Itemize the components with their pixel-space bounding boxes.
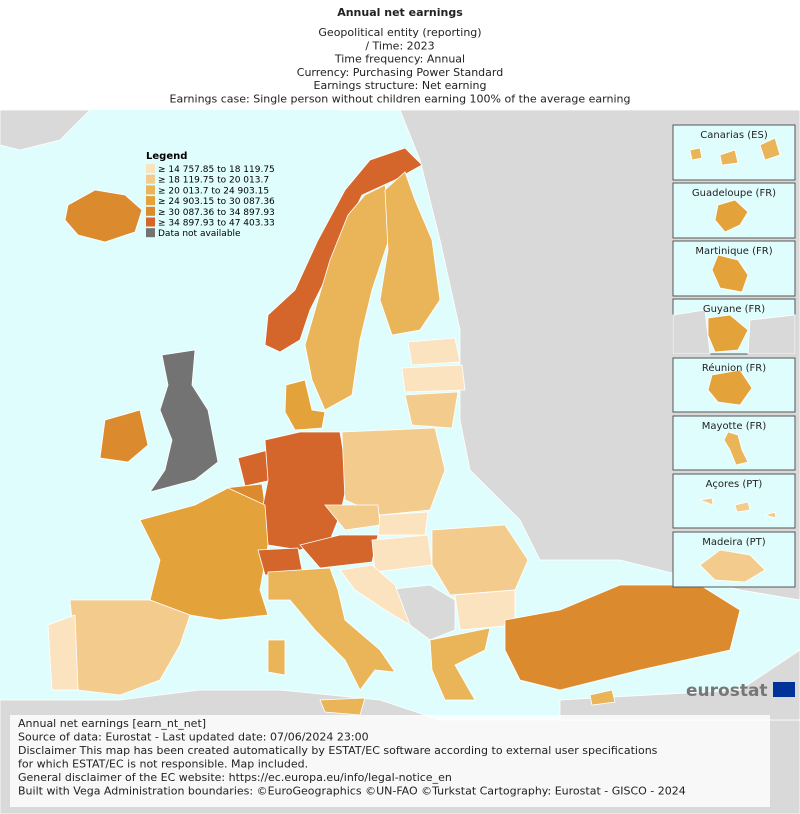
inset-shape <box>711 254 749 293</box>
legend-swatch <box>146 206 155 216</box>
inset-label: Réunion (FR) <box>702 362 766 374</box>
inset-label: Canarias (ES) <box>700 130 768 141</box>
legend-label: ≥ 14 757.85 to 18 119.75 <box>158 165 275 175</box>
footer-line: Disclaimer This map has been created aut… <box>18 744 658 757</box>
inset-shape <box>723 431 749 466</box>
slovakia <box>377 511 429 536</box>
footer-line: Source of data: Eurostat - Last updated … <box>18 731 369 744</box>
legend-swatch <box>146 164 155 173</box>
france <box>139 487 269 621</box>
logo: eurostat <box>686 681 768 701</box>
subtitle-line: Earnings structure: Net earning <box>314 79 487 92</box>
legend: Legend ≥ 14 757.85 to 18 119.75≥ 18 119.7… <box>146 151 275 239</box>
land-greenland <box>0 109 91 151</box>
norway <box>264 147 423 353</box>
estonia <box>407 337 461 366</box>
turkey <box>504 584 741 691</box>
legend-label: Data not available <box>158 229 241 239</box>
inset-label: Guyane (FR) <box>703 304 765 315</box>
hungary <box>371 534 433 573</box>
portugal <box>47 614 79 691</box>
subtitle-line: Earnings case: Single person without chi… <box>170 93 631 106</box>
ireland <box>99 409 149 463</box>
legend-label: ≥ 34 897.93 to 47 403.33 <box>158 219 275 229</box>
subtitle-line: Time frequency: Annual <box>334 53 465 66</box>
inset-shape <box>707 369 753 406</box>
footer-line: Built with Vega Administration boundarie… <box>18 785 686 798</box>
legend-label: ≥ 20 013.7 to 24 903.15 <box>158 186 269 196</box>
inset-label: Açores (PT) <box>706 479 763 490</box>
inset-shape <box>699 549 766 583</box>
legend-swatch <box>146 174 155 184</box>
legend-label: ≥ 24 903.15 to 30 087.36 <box>158 197 275 207</box>
legend-label: ≥ 30 087.36 to 34 897.93 <box>158 208 275 218</box>
inset-label: Mayotte (FR) <box>702 421 767 432</box>
inset-shape <box>714 199 749 233</box>
inset-shape <box>689 137 781 166</box>
header-bg <box>0 0 800 110</box>
subtitle-line: Geopolitical entity (reporting) <box>318 26 481 39</box>
legend-swatch <box>146 217 155 227</box>
logo-flag <box>773 682 795 697</box>
footer-line: General disclaimer of the EC website: ht… <box>18 771 452 784</box>
slovenia-croatia <box>339 564 411 626</box>
cyprus <box>589 689 616 706</box>
legend-title: Legend <box>146 151 187 162</box>
subtitle-line: Currency: Purchasing Power Standard <box>297 66 503 79</box>
lithuania <box>404 391 459 429</box>
inset-shape <box>672 309 796 355</box>
greece <box>429 627 491 701</box>
legend-swatch <box>146 196 155 206</box>
legend-swatch <box>146 185 155 195</box>
latvia <box>401 364 466 393</box>
inset-label: Guadeloupe (FR) <box>692 188 776 199</box>
denmark <box>284 379 326 431</box>
title: Annual net earnings <box>337 6 463 19</box>
inset-label: Madeira (PT) <box>702 537 765 548</box>
inset-shape <box>698 497 777 519</box>
iceland <box>64 189 143 243</box>
subtitle-line: / Time: 2023 <box>365 39 434 52</box>
insets <box>672 124 796 588</box>
inset-frame <box>672 473 796 529</box>
inset-shape <box>707 314 749 353</box>
united-kingdom <box>149 349 219 493</box>
finland <box>379 171 441 336</box>
legend-label: ≥ 18 119.75 to 20 013.7 <box>158 176 269 186</box>
poland <box>341 427 446 516</box>
inset-label: Martinique (FR) <box>695 246 772 257</box>
legend-swatch <box>146 228 155 238</box>
footer-bg <box>10 715 770 807</box>
footer-line: Annual net earnings [earn_nt_net] <box>18 717 206 730</box>
footer-line: for which ESTAT/EC is not responsible. M… <box>18 758 308 771</box>
